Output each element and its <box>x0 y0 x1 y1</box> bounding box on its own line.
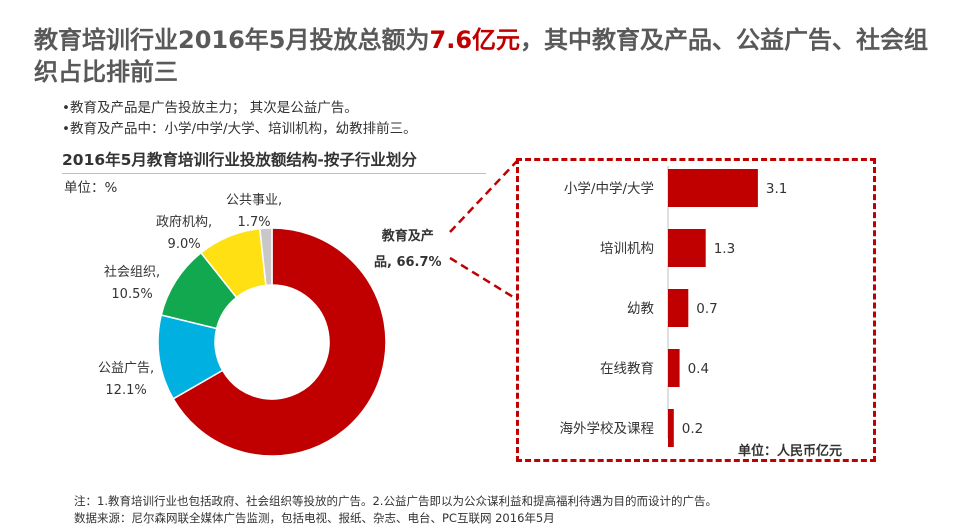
bar-value-label: 0.7 <box>696 301 717 317</box>
slice-label-education: 教育及产 品, 66.7% <box>374 224 442 276</box>
bar-value-label: 1.3 <box>714 241 735 257</box>
slice-label-line: 教育及产 <box>381 229 434 244</box>
footnote-line: 注：1.教育培训行业也包括政府、社会组织等投放的广告。2.公益广告即以为公众谋利… <box>74 494 717 508</box>
title-highlight-total: 7.6亿元 <box>429 26 521 54</box>
donut-chart <box>157 227 387 457</box>
bar-category-label: 小学/中学/大学 <box>564 181 654 197</box>
bar-海外学校及课程 <box>668 409 674 447</box>
title-text-rest: ，其中教育及产品、公益广告、社会组织占比排前三 <box>34 26 929 86</box>
donut-unit-label: 单位：% <box>64 180 118 196</box>
slice-label-line: 公益广告, <box>98 361 155 376</box>
bar-幼教 <box>668 289 689 327</box>
bar-chart: 小学/中学/大学 3.1 培训机构 1.3 幼教 0.7 在线教育 0.4 海外学校及课程 0.2 <box>560 166 787 447</box>
bar-在线教育 <box>668 349 680 387</box>
bar-培训机构 <box>668 229 706 267</box>
bar-category-label: 幼教 <box>627 301 655 317</box>
donut-slice-公共事业 <box>259 227 273 287</box>
donut-chart-title: 2016年5月教育培训行业投放额结构-按子行业划分 <box>62 148 486 174</box>
bar-category-label: 培训机构 <box>600 241 654 257</box>
slice-label-line: 1.7% <box>237 215 271 230</box>
slice-label-public-utility: 公共事业, 1.7% <box>226 190 282 234</box>
donut-slice-教育及产品 <box>172 227 387 457</box>
title-text: 教育培训行业2016年5月投放总额为 <box>34 26 430 54</box>
bar-value-label: 0.2 <box>682 421 703 437</box>
slice-label-line: 12.1% <box>105 383 147 398</box>
summary-bullets: 教育及产品是广告投放主力； 其次是公益广告。 教育及产品中：小学/中学/大学、培… <box>62 98 417 140</box>
footnote-line: 数据来源：尼尔森网联全媒体广告监测，包括电视、报纸、杂志、电台、PC互联网 20… <box>74 511 555 525</box>
bar-value-label: 3.1 <box>766 181 787 197</box>
bullet-item: 教育及产品是广告投放主力； 其次是公益广告。 <box>62 98 417 119</box>
slice-label-line: 10.5% <box>111 287 153 302</box>
slice-label-line: 9.0% <box>167 237 201 252</box>
slice-label-public-ads: 公益广告, 12.1% <box>98 358 154 402</box>
page-title: 教育培训行业2016年5月投放总额为7.6亿元，其中教育及产品、公益广告、社会组… <box>34 24 934 88</box>
bullet-item: 教育及产品中：小学/中学/大学、培训机构，幼教排前三。 <box>62 119 417 140</box>
bar-chart-frame <box>516 158 876 462</box>
bar-category-label: 在线教育 <box>600 361 654 377</box>
slice-label-line: 品, 66.7% <box>374 255 442 270</box>
bar-category-label: 海外学校及课程 <box>560 420 655 437</box>
bar-unit-label: 单位：人民币亿元 <box>738 444 843 459</box>
slice-label-social-org: 社会组织, 10.5% <box>104 262 160 306</box>
bar-小学/中学/大学 <box>668 169 758 207</box>
slice-label-line: 社会组织, <box>104 265 161 280</box>
bar-value-label: 0.4 <box>688 361 709 377</box>
slice-label-line: 政府机构, <box>156 215 213 230</box>
footnotes: 注：1.教育培训行业也包括政府、社会组织等投放的广告。2.公益广告即以为公众谋利… <box>74 493 717 527</box>
slice-label-government: 政府机构, 9.0% <box>156 212 212 256</box>
slice-label-line: 公共事业, <box>226 193 283 208</box>
